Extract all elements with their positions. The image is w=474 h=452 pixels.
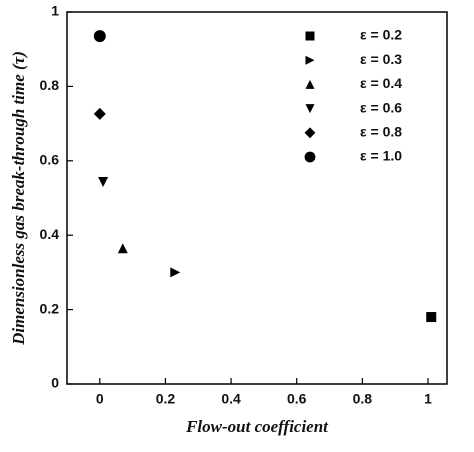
- y-tick-label: 0.8: [40, 77, 60, 93]
- x-axis-title: Flow-out coefficient: [185, 417, 329, 436]
- data-point: [93, 30, 106, 43]
- legend-label: ε = 0.8: [360, 124, 402, 140]
- plot-frame: [66, 11, 448, 385]
- x-tick-label: 0: [96, 391, 104, 407]
- legend-label: ε = 0.4: [360, 75, 402, 91]
- legend-marker: [304, 151, 316, 163]
- legend-label: ε = 0.6: [360, 99, 402, 115]
- legend-marker: [305, 104, 315, 114]
- legend-label: ε = 0.3: [360, 51, 402, 67]
- x-tick-label: 1: [424, 391, 432, 407]
- legend-marker: [305, 31, 315, 41]
- legend-marker: [304, 127, 316, 139]
- x-tick-label: 0.6: [287, 391, 307, 407]
- x-tick-label: 0.8: [353, 391, 373, 407]
- data-point: [98, 177, 109, 188]
- legend-label: ε = 0.2: [360, 27, 402, 43]
- legend-label: ε = 1.0: [360, 148, 402, 164]
- y-tick-label: 1: [51, 3, 59, 19]
- data-point: [93, 107, 106, 120]
- y-tick-label: 0.4: [40, 226, 60, 242]
- x-tick-label: 0.4: [221, 391, 241, 407]
- y-tick-label: 0: [51, 375, 59, 391]
- y-axis-title: Dimensionless gas break-through time (τ): [9, 51, 28, 346]
- y-tick-label: 0.6: [40, 152, 60, 168]
- x-tick-label: 0.2: [156, 391, 176, 407]
- legend-marker: [305, 55, 315, 65]
- data-point: [170, 267, 181, 278]
- data-point: [426, 312, 437, 323]
- data-point: [117, 243, 128, 254]
- legend-marker: [305, 79, 315, 89]
- y-tick-label: 0.2: [40, 300, 60, 316]
